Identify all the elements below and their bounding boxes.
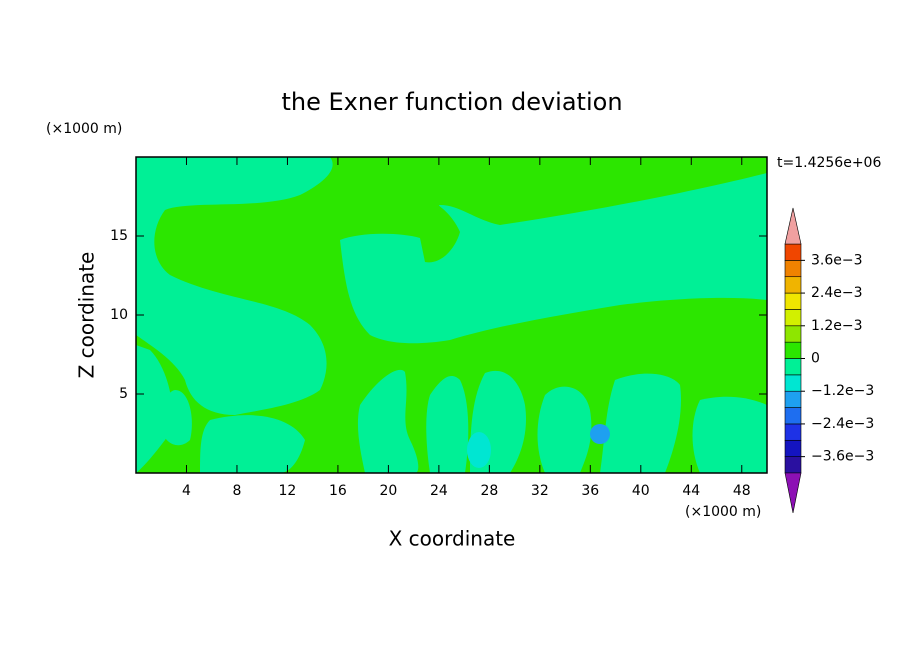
x-tick-label: 24 <box>430 483 448 499</box>
contour-region <box>692 396 767 473</box>
x-unit: (×1000 m) <box>685 504 761 520</box>
x-tick-label: 8 <box>232 483 241 499</box>
contour-region <box>537 386 592 473</box>
colorbar-box <box>784 243 802 261</box>
contour-field <box>136 157 767 473</box>
colorbar-box <box>784 260 802 278</box>
colorbar-box <box>784 390 802 408</box>
colorbar-tick-label: 3.6e−3 <box>811 252 863 268</box>
contour-region <box>600 373 682 473</box>
colorbar-box <box>784 374 802 392</box>
colorbar-box <box>784 456 802 474</box>
x-axis-label: X coordinate <box>389 527 516 551</box>
x-tick-label: 12 <box>279 483 297 499</box>
contour-region <box>590 424 610 444</box>
colorbar-tick-label: −2.4e−3 <box>811 416 874 432</box>
colorbar-under <box>784 472 802 514</box>
colorbar-tick-label: 0 <box>811 351 820 367</box>
x-tick-label: 44 <box>682 483 700 499</box>
contour-region <box>161 390 192 446</box>
colorbar-tick-label: −1.2e−3 <box>811 383 874 399</box>
colorbar-box <box>784 292 802 310</box>
colorbar-tick-label: 1.2e−3 <box>811 318 863 334</box>
contour-region <box>357 369 419 473</box>
contour-region <box>340 173 767 344</box>
colorbar-tick-label: 2.4e−3 <box>811 285 863 301</box>
colorbar-tick-label: −3.6e−3 <box>811 449 874 465</box>
colorbar-box <box>784 358 802 376</box>
y-unit: (×1000 m) <box>46 121 122 137</box>
y-tick-label: 5 <box>119 386 128 402</box>
time-label: t=1.4256e+06 <box>777 155 881 171</box>
colorbar-box <box>784 341 802 359</box>
y-tick-label: 10 <box>110 307 128 323</box>
colorbar-box <box>784 309 802 327</box>
y-tick-label: 15 <box>110 228 128 244</box>
contour-region <box>467 432 491 468</box>
colorbar-box <box>784 423 802 441</box>
x-tick-label: 28 <box>480 483 498 499</box>
x-tick-label: 4 <box>182 483 191 499</box>
colorbar-box <box>784 325 802 343</box>
contour-region <box>136 157 333 415</box>
colorbar: −3.6e−3 −2.4e−3 −1.2e−3 0 1.2e−3 2.4e−3 3.6e−3 <box>784 207 874 514</box>
chart-title: the Exner function deviation <box>281 88 622 116</box>
colorbar-box <box>784 439 802 457</box>
y-axis-label: Z coordinate <box>75 252 99 379</box>
contour-region <box>200 415 305 473</box>
colorbar-box <box>784 407 802 425</box>
contour-region <box>426 375 469 473</box>
x-tick-label: 48 <box>733 483 751 499</box>
x-tick-label: 40 <box>632 483 650 499</box>
colorbar-box <box>784 276 802 294</box>
x-tick-label: 36 <box>581 483 599 499</box>
x-tick-label: 16 <box>329 483 347 499</box>
colorbar-over <box>784 207 802 245</box>
x-tick-label: 32 <box>531 483 549 499</box>
contour-region <box>136 345 173 473</box>
x-tick-label: 20 <box>379 483 397 499</box>
